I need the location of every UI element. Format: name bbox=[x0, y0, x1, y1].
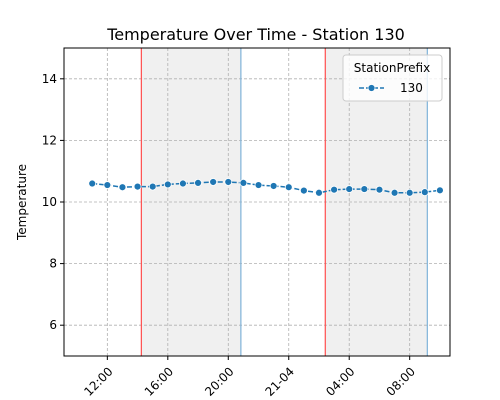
x-tick-label: 16:00 bbox=[142, 364, 176, 398]
data-point bbox=[224, 178, 233, 186]
legend-series-label: 130 bbox=[400, 81, 423, 95]
data-point bbox=[239, 179, 248, 187]
x-tick-label: 12:00 bbox=[81, 364, 115, 398]
data-point bbox=[269, 182, 278, 190]
data-point bbox=[194, 179, 202, 187]
data-point bbox=[284, 183, 293, 192]
x-tick-label: 20:00 bbox=[202, 364, 236, 398]
legend-box bbox=[342, 54, 443, 102]
data-point bbox=[360, 185, 369, 193]
legend: StationPrefix 130 bbox=[342, 54, 443, 102]
data-point bbox=[133, 182, 142, 191]
y-axis-label: Temperature bbox=[15, 164, 29, 241]
y-tick-label: 6 bbox=[49, 318, 57, 332]
y-tick-label: 8 bbox=[49, 257, 57, 271]
legend-title: StationPrefix bbox=[354, 61, 430, 75]
data-point bbox=[179, 179, 187, 188]
data-point bbox=[436, 186, 444, 195]
chart-title: Temperature Over Time - Station 130 bbox=[106, 25, 405, 44]
data-point bbox=[390, 188, 399, 197]
x-tick-label: 08:00 bbox=[384, 364, 418, 398]
y-tick-label: 14 bbox=[42, 72, 57, 86]
data-point bbox=[375, 185, 384, 194]
y-tick-label: 10 bbox=[42, 195, 57, 209]
data-point bbox=[148, 182, 157, 191]
legend-marker bbox=[367, 84, 376, 92]
data-point bbox=[315, 188, 323, 197]
data-point bbox=[209, 178, 218, 186]
data-point bbox=[163, 180, 172, 189]
x-tick-label: 04:00 bbox=[323, 364, 357, 398]
data-point bbox=[299, 186, 308, 195]
data-point bbox=[103, 181, 112, 189]
y-tick-label: 12 bbox=[42, 133, 57, 147]
data-point bbox=[420, 188, 429, 197]
data-point bbox=[88, 179, 97, 188]
data-point bbox=[345, 185, 354, 193]
data-point bbox=[405, 188, 414, 197]
data-point bbox=[330, 185, 338, 194]
data-point bbox=[118, 183, 127, 192]
x-tick-label: 21-04 bbox=[263, 364, 298, 399]
data-point bbox=[254, 181, 263, 189]
